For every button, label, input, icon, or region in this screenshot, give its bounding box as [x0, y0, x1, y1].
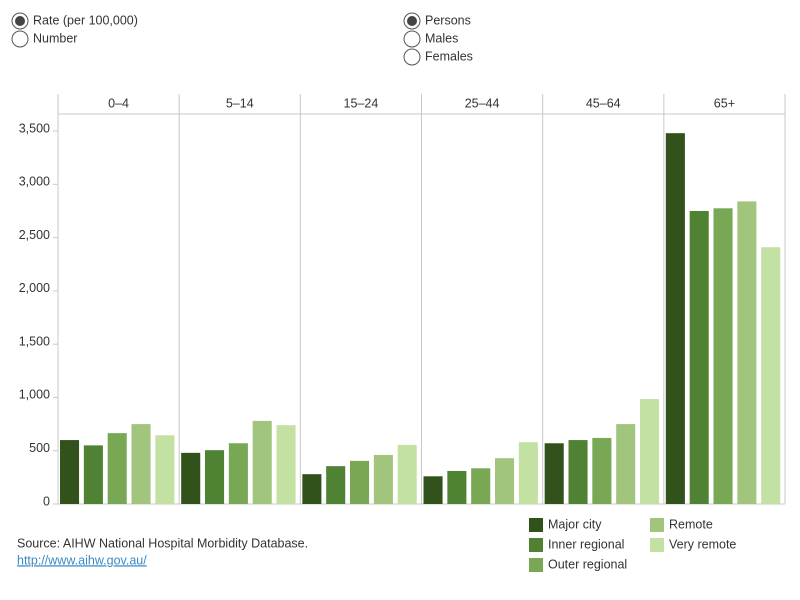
radio-dot — [407, 16, 417, 26]
panel-header: 15–24 — [344, 96, 379, 110]
bar — [447, 470, 467, 504]
bar — [689, 210, 709, 504]
bar — [326, 466, 346, 504]
legend-swatch — [650, 518, 664, 532]
bar — [423, 476, 443, 504]
bar — [276, 425, 296, 504]
y-tick-label: 1,500 — [19, 334, 50, 348]
bar — [373, 454, 393, 504]
bar — [302, 474, 322, 504]
bar — [568, 440, 588, 504]
legend-label: Remote — [669, 517, 713, 531]
radio-dot — [15, 16, 25, 26]
bar — [544, 443, 564, 504]
bar — [640, 399, 660, 504]
legend-label: Outer regional — [548, 557, 627, 571]
y-tick-label: 3,500 — [19, 121, 50, 135]
y-tick-label: 3,000 — [19, 175, 50, 189]
radio-button[interactable] — [403, 48, 421, 66]
bar — [397, 444, 417, 504]
y-tick-label: 500 — [29, 441, 50, 455]
bar — [713, 208, 733, 504]
legend-swatch — [529, 518, 543, 532]
radio-label[interactable]: Persons — [425, 13, 471, 27]
bar — [616, 424, 636, 504]
y-tick-label: 2,000 — [19, 281, 50, 295]
radio-label[interactable]: Number — [33, 31, 77, 45]
bar — [518, 442, 538, 504]
radio-label[interactable]: Females — [425, 49, 473, 63]
bar — [471, 468, 491, 504]
bar — [60, 440, 80, 504]
legend-label: Major city — [548, 517, 602, 531]
legend-label: Inner regional — [548, 537, 624, 551]
bar — [350, 460, 370, 504]
bar — [665, 133, 685, 504]
bar — [495, 458, 515, 504]
y-tick-label: 2,500 — [19, 228, 50, 242]
bar — [181, 452, 201, 504]
panel-header: 65+ — [714, 96, 735, 110]
panel-header: 45–64 — [586, 96, 621, 110]
panel-header: 0–4 — [108, 96, 129, 110]
panel-header: 5–14 — [226, 96, 254, 110]
legend-swatch — [529, 538, 543, 552]
bar — [83, 445, 103, 504]
bar — [761, 247, 781, 504]
y-tick-label: 1,000 — [19, 388, 50, 402]
radio-label[interactable]: Males — [425, 31, 458, 45]
source-link[interactable]: http://www.aihw.gov.au/ — [17, 553, 147, 567]
y-tick-label: 0 — [43, 494, 50, 508]
radio-button[interactable] — [11, 30, 29, 48]
bar — [107, 433, 127, 504]
bar — [737, 201, 757, 504]
legend-label: Very remote — [669, 537, 736, 551]
radio-label[interactable]: Rate (per 100,000) — [33, 13, 138, 27]
bar — [592, 437, 612, 504]
legend-swatch — [529, 558, 543, 572]
bar — [205, 450, 225, 504]
bar — [228, 443, 248, 504]
source-text: Source: AIHW National Hospital Morbidity… — [17, 536, 308, 550]
legend-swatch — [650, 538, 664, 552]
radio-button[interactable] — [403, 30, 421, 48]
bar — [252, 420, 272, 504]
bar — [131, 424, 151, 504]
panel-header: 25–44 — [465, 96, 500, 110]
bar — [155, 435, 175, 504]
